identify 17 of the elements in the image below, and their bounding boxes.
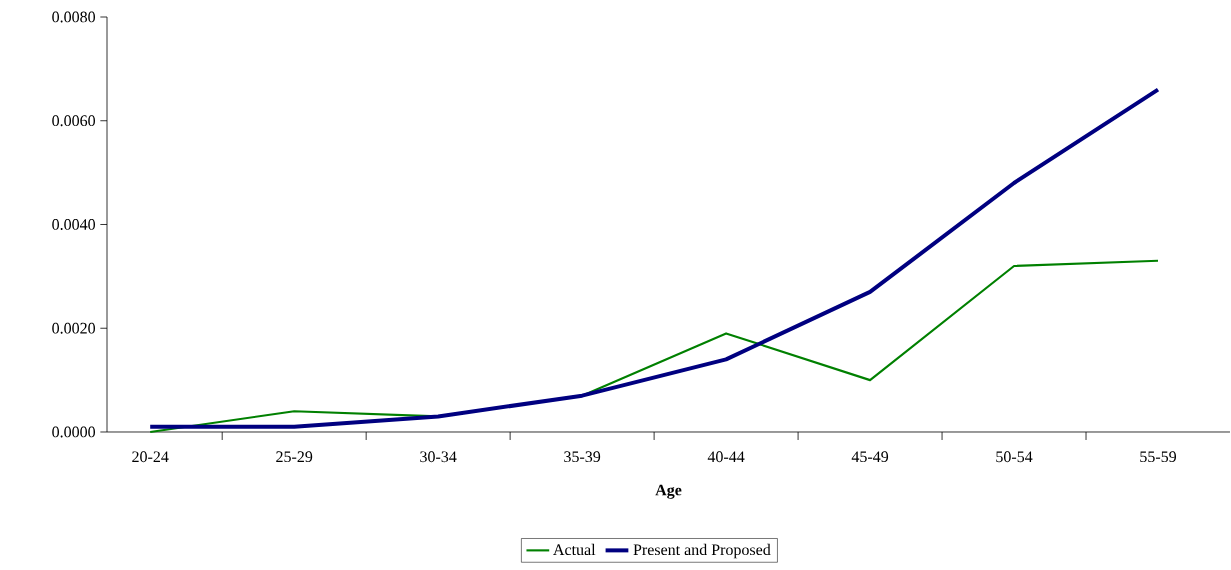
x-tick-label: 30-34 <box>420 451 457 463</box>
y-tick-label: 0.0040 <box>52 219 96 230</box>
x-tick-label: 35-39 <box>564 451 601 463</box>
x-tick-label: 40-44 <box>707 451 745 463</box>
x-axis-title: Age <box>655 484 682 499</box>
y-tick-label: 0.0020 <box>52 322 96 334</box>
x-tick-label: 55-59 <box>1140 451 1177 463</box>
x-tick-label: 45-49 <box>851 451 889 463</box>
y-tick-label: 0.0060 <box>52 115 96 127</box>
line-series <box>148 87 1161 429</box>
x-tick-label: 20-24 <box>132 451 169 463</box>
legend-label: Actual <box>553 543 596 556</box>
x-tick-label: 50-54 <box>996 451 1033 463</box>
y-tick-label: 0.0080 <box>52 11 96 23</box>
x-tick-label: 25-29 <box>276 451 313 463</box>
y-tick-label: 0.0000 <box>52 426 96 438</box>
legend-label: Present and Proposed <box>633 543 771 559</box>
